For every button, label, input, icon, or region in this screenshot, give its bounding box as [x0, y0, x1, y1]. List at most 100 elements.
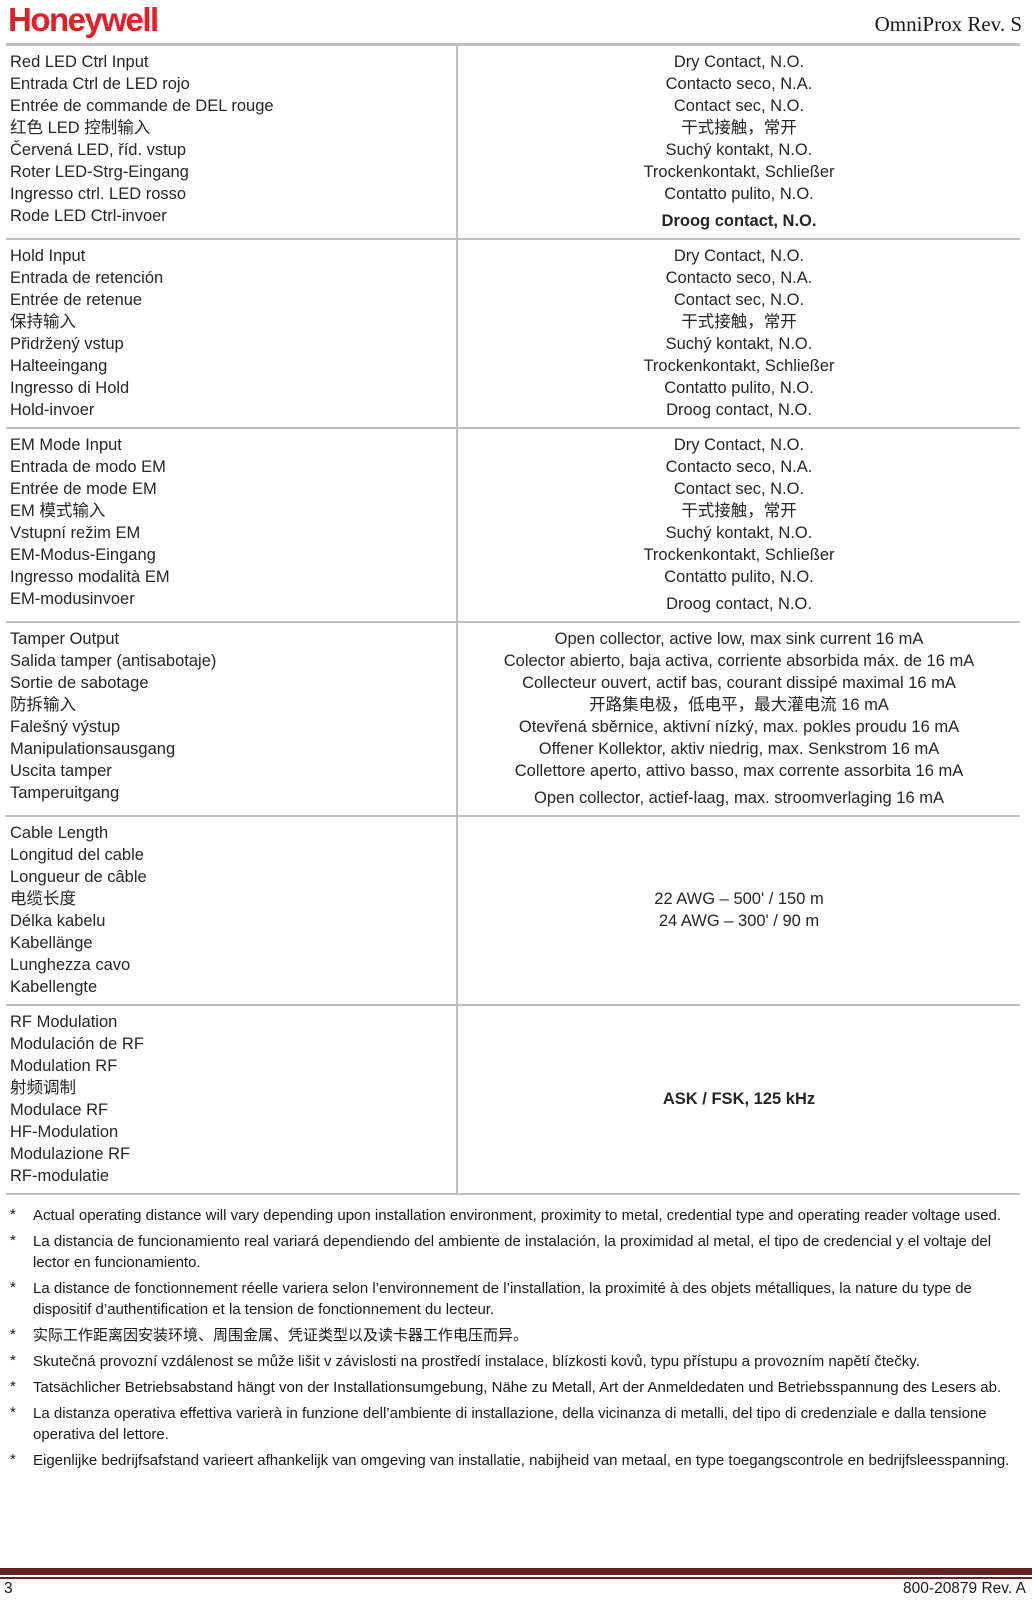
spec-label-cell: Red LED Ctrl Input Entrada Ctrl de LED ro… — [6, 46, 458, 238]
footnote-asterisk: * — [10, 1352, 16, 1369]
footnote-text: La distance de fonctionnement réelle var… — [33, 1280, 972, 1318]
page-footer: 3 800-20879 Rev. A — [0, 1568, 1032, 1602]
spec-label-line: Vstupní režim EM — [10, 524, 141, 542]
footnote-asterisk: * — [10, 1378, 16, 1395]
spec-value-line: Open collector, actief-laag, max. stroom… — [534, 789, 944, 807]
spec-value-line: Collecteur ouvert, actif bas, courant di… — [522, 674, 956, 692]
spec-value-line: Trockenkontakt, Schließer — [643, 163, 835, 181]
spec-value-cell: ASK / FSK, 125 kHz — [458, 1006, 1020, 1193]
footnote-text: Skutečná provozní vzdálenost se může liš… — [33, 1353, 920, 1370]
spec-row-1: Red LED Ctrl Input Entrada Ctrl de LED ro… — [6, 46, 1020, 240]
footer-rule-thick — [0, 1568, 1032, 1575]
spec-value-line: Otevřená sběrnice, aktivní nízký, max. p… — [518, 718, 960, 736]
footer-rule-thin — [0, 1577, 1032, 1579]
spec-value-line: Contact sec, N.O. — [673, 480, 805, 498]
spec-value-line: Collettore aperto, attivo basso, max cor… — [514, 762, 964, 780]
spec-label-line: EM-Modus-Eingang — [10, 546, 156, 564]
document-title: OmniProx Rev. S — [874, 12, 1022, 36]
page-number: 3 — [4, 1580, 13, 1597]
spec-value-line: Suchý kontakt, N.O. — [665, 141, 813, 159]
page-header: Honeywell OmniProx Rev. S — [0, 0, 1032, 43]
spec-label-cell: Cable Length Longitud del cable Longueur d… — [6, 817, 458, 1004]
spec-label-line: RF-modulatie — [10, 1167, 110, 1185]
spec-value-line: Contacto seco, N.A. — [665, 458, 813, 476]
spec-label-line: Hold Input — [10, 247, 86, 265]
spec-value-cell: 22 AWG – 500' / 150 m 24 AWG – 300' / 90 … — [458, 817, 1020, 1004]
spec-label-line: EM Mode Input — [10, 436, 122, 454]
footnote-asterisk: * — [10, 1206, 16, 1223]
spec-label-cell: RF Modulation Modulación de RF Modulation … — [6, 1006, 458, 1193]
spec-label-line: Ingresso di Hold — [10, 379, 130, 397]
spec-value-line: 22 AWG – 500' / 150 m — [654, 890, 824, 908]
spec-label-line: Sortie de sabotage — [10, 674, 149, 692]
footnote-text: La distanza operativa effettiva varierà … — [33, 1405, 987, 1443]
spec-label-line: Přidržený vstup — [10, 335, 124, 353]
spec-value-line: 24 AWG – 300' / 90 m — [658, 912, 820, 930]
footnote-asterisk: * — [10, 1279, 16, 1296]
spec-value-line: Contatto pulito, N.O. — [664, 185, 814, 203]
spec-label-line: Entrada de retención — [10, 269, 164, 287]
spec-value-line: Contact sec, N.O. — [673, 291, 805, 309]
spec-value-line: 干式接触，常开 — [681, 119, 797, 137]
spec-label-line: Longitud del cable — [10, 846, 144, 864]
spec-value-line: Contact sec, N.O. — [673, 97, 805, 115]
spec-value-line: Contacto seco, N.A. — [665, 269, 813, 287]
spec-label-line: Entrée de mode EM — [10, 480, 157, 498]
spec-value-line: Trockenkontakt, Schließer — [643, 546, 835, 564]
footnote-text: La distancia de funcionamiento real vari… — [33, 1233, 992, 1271]
footnote-text: 实际工作距离因安装环境、周围金属、凭证类型以及读卡器工作电压而异。 — [33, 1327, 529, 1344]
spec-label-line: Hold-invoer — [10, 401, 95, 419]
spec-row-3: EM Mode Input Entrada de modo EM Entrée de… — [6, 429, 1020, 623]
spec-label-line: Modulace RF — [10, 1101, 109, 1119]
spec-value-line: Contatto pulito, N.O. — [664, 379, 814, 397]
spec-value-line: Contacto seco, N.A. — [665, 75, 813, 93]
spec-label-line: Ingresso ctrl. LED rosso — [10, 185, 187, 203]
footnote-8: * Eigenlijke bedrijfsafstand varieert afh… — [8, 1450, 1020, 1471]
spec-label-line: Roter LED-Strg-Eingang — [10, 163, 189, 181]
spec-label-line: 防拆输入 — [10, 696, 76, 714]
spec-label-line: Entrée de commande de DEL rouge — [10, 97, 274, 115]
spec-value-line: Offener Kollektor, aktiv niedrig, max. S… — [538, 740, 940, 758]
spec-label-cell: Tamper Output Salida tamper (antisabotaje… — [6, 623, 458, 815]
spec-value-line: Contatto pulito, N.O. — [664, 568, 814, 586]
spec-label-cell: EM Mode Input Entrada de modo EM Entrée de… — [6, 429, 458, 621]
spec-label-line: Entrada Ctrl de LED rojo — [10, 75, 190, 93]
spec-label-line: Halteeingang — [10, 357, 108, 375]
spec-value-line: 开路集电极，低电平，最大灌电流 16 mA — [589, 696, 889, 714]
spec-value-line: Dry Contact, N.O. — [673, 436, 805, 454]
footnote-3: * La distance de fonctionnement réelle va… — [8, 1278, 1020, 1320]
spec-label-line: Červená LED, říd. vstup — [10, 141, 187, 159]
spec-row-5: Cable Length Longitud del cable Longueur d… — [6, 817, 1020, 1006]
spec-label-line: Modulation RF — [10, 1057, 118, 1075]
spec-value-line: Suchý kontakt, N.O. — [665, 335, 813, 353]
footnote-asterisk: * — [10, 1232, 16, 1249]
spec-label-line: Entrée de retenue — [10, 291, 143, 309]
spec-label-line: Cable Length — [10, 824, 109, 842]
footnote-text: Tatsächlicher Betriebsabstand hängt von … — [33, 1379, 1002, 1396]
spec-value-line: Open collector, active low, max sink cur… — [554, 630, 924, 648]
footnote-asterisk: * — [10, 1451, 16, 1468]
spec-label-line: 保持输入 — [10, 313, 76, 331]
spec-label-line: Modulazione RF — [10, 1145, 131, 1163]
spec-value-line: Dry Contact, N.O. — [673, 53, 805, 71]
spec-label-line: 射频调制 — [10, 1079, 76, 1097]
honeywell-logo: Honeywell — [8, 1, 159, 38]
spec-label-line: Ingresso modalità EM — [10, 568, 170, 586]
footnote-5: * Skutečná provozní vzdálenost se může li… — [8, 1351, 1020, 1372]
spec-label-line: EM 模式输入 — [10, 502, 106, 520]
footnote-2: * La distancia de funcionamiento real var… — [8, 1231, 1020, 1273]
spec-value-line: Droog contact, N.O. — [666, 401, 812, 419]
spec-label-line: Lunghezza cavo — [10, 956, 131, 974]
spec-label-line: Longueur de câble — [10, 868, 147, 886]
spec-value-line: Droog contact, N.O. — [666, 595, 812, 613]
spec-label-cell: Hold Input Entrada de retención Entrée de … — [6, 240, 458, 427]
spec-label-line: HF-Modulation — [10, 1123, 119, 1141]
spec-row-6: RF Modulation Modulación de RF Modulation … — [6, 1006, 1020, 1195]
footnote-1: * Actual operating distance will vary dep… — [8, 1205, 1020, 1226]
spec-value-cell: Open collector, active low, max sink cur… — [458, 623, 1020, 815]
spec-label-line: 红色 LED 控制输入 — [10, 119, 151, 137]
footnotes: * Actual operating distance will vary dep… — [8, 1205, 1020, 1471]
spec-label-line: EM-modusinvoer — [10, 590, 135, 608]
spec-table: Red LED Ctrl Input Entrada Ctrl de LED ro… — [6, 43, 1020, 1195]
spec-label-line: Tamper Output — [10, 630, 120, 648]
